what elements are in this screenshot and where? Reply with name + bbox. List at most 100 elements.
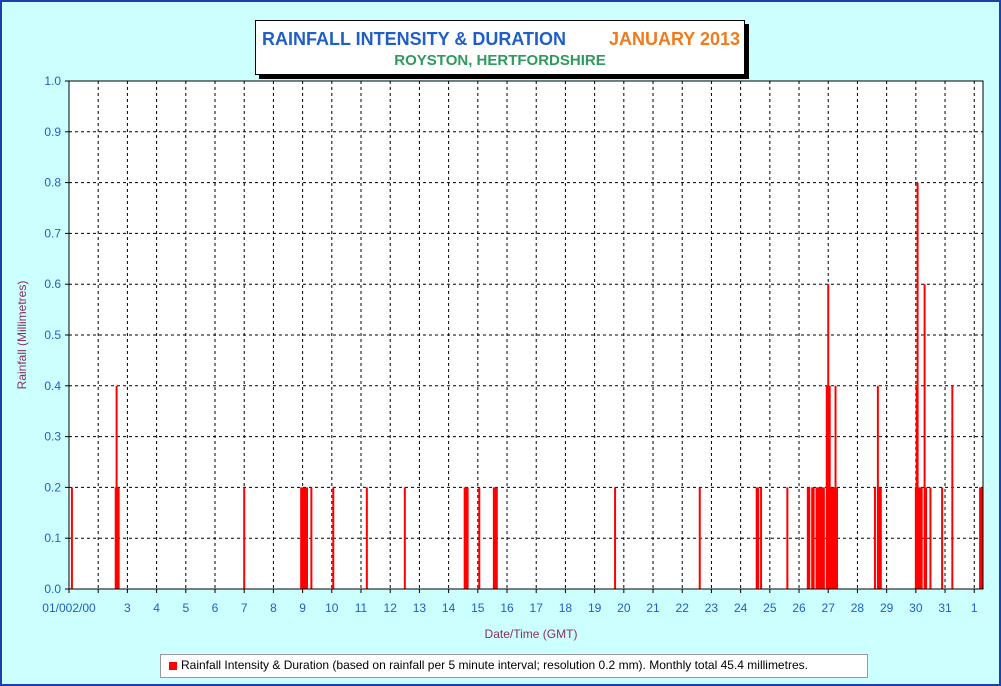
- y-tick-label: 0.3: [44, 430, 61, 444]
- rain-bar: [979, 487, 982, 589]
- x-tick-label: 30: [909, 601, 923, 615]
- rain-bar: [817, 487, 820, 589]
- rain-bar: [879, 487, 882, 589]
- x-tick-label: 12: [384, 601, 398, 615]
- y-tick-label: 0.7: [44, 226, 61, 240]
- rain-bar: [811, 487, 814, 589]
- rain-bar: [941, 487, 944, 589]
- rain-bar: [925, 487, 928, 589]
- rain-bar: [310, 487, 313, 589]
- rain-bar: [243, 487, 246, 589]
- x-tick-label: 13: [413, 601, 427, 615]
- rain-bar: [825, 385, 828, 589]
- rain-bar: [831, 487, 834, 589]
- y-tick-label: 0.2: [44, 480, 61, 494]
- y-tick-label: 0.0: [44, 582, 61, 596]
- rain-bar: [757, 487, 760, 589]
- rain-bar: [495, 487, 498, 589]
- rain-bar: [301, 487, 304, 589]
- rain-bar: [465, 487, 468, 589]
- x-tick-label: 3: [124, 601, 131, 615]
- y-tick-label: 0.1: [44, 531, 61, 545]
- y-tick-label: 0.9: [44, 125, 61, 139]
- rain-bar: [830, 487, 833, 589]
- rain-bar: [818, 487, 821, 589]
- legend: Rainfall Intensity & Duration (based on …: [160, 654, 868, 678]
- rain-bar: [760, 487, 763, 589]
- x-tick-label: 28: [851, 601, 865, 615]
- rain-bar: [478, 487, 481, 589]
- x-tick-label: 5: [182, 601, 189, 615]
- y-tick-label: 0.5: [44, 328, 61, 342]
- rain-bar: [815, 487, 818, 589]
- rain-bar: [463, 487, 466, 589]
- rain-bar: [614, 487, 617, 589]
- rain-bar: [827, 284, 830, 589]
- rain-bar: [466, 487, 469, 589]
- x-tick-label: 11: [355, 601, 368, 615]
- x-tick-label: 4: [153, 601, 160, 615]
- rain-bar: [304, 487, 307, 589]
- rain-bar: [365, 487, 368, 589]
- rain-bar: [116, 487, 119, 589]
- rain-bar: [332, 487, 335, 589]
- y-tick-label: 0.6: [44, 277, 61, 291]
- x-axis-label: Date/Time (GMT): [485, 627, 578, 641]
- rain-bar: [786, 487, 789, 589]
- x-tick-label: 23: [705, 601, 719, 615]
- x-tick-label: 29: [880, 601, 894, 615]
- rain-bar: [303, 487, 306, 589]
- x-tick-label: 9: [299, 601, 306, 615]
- rain-bar: [806, 487, 809, 589]
- y-tick-label: 1.0: [44, 74, 61, 88]
- x-tick-label: 19: [588, 601, 602, 615]
- rain-bar: [821, 487, 824, 589]
- rain-bar: [833, 487, 836, 589]
- rain-bar: [403, 487, 406, 589]
- rain-bar: [920, 487, 923, 589]
- x-tick-label: 31: [938, 601, 952, 615]
- y-tick-label: 0.8: [44, 176, 61, 190]
- rain-bar: [812, 487, 815, 589]
- x-tick-label: 1: [971, 601, 978, 615]
- rain-bar: [834, 385, 837, 589]
- x-tick-label: 10: [325, 601, 339, 615]
- bars: [70, 182, 983, 589]
- legend-swatch: [169, 662, 177, 670]
- rain-bar: [919, 487, 922, 589]
- rain-bar: [917, 487, 920, 589]
- x-tick-label: 25: [763, 601, 777, 615]
- rain-bar: [819, 487, 822, 589]
- rain-bar: [305, 487, 308, 589]
- rain-bar: [494, 487, 497, 589]
- rain-bar: [755, 487, 758, 589]
- rain-bar: [980, 487, 983, 589]
- y-ticks: 0.0 0.1 0.2 0.3 0.4 0.5 0.6 0.7 0.8 0.9 1.0: [44, 74, 69, 596]
- rain-bar: [70, 487, 73, 589]
- rain-bar: [878, 487, 881, 589]
- x-tick-label: 26: [792, 601, 806, 615]
- x-tick-label: 14: [442, 601, 456, 615]
- rain-bar: [828, 385, 831, 589]
- title-box: RAINFALL INTENSITY & DURATION JANUARY 20…: [255, 20, 745, 75]
- grid: [69, 81, 983, 589]
- x-tick-label: 20: [617, 601, 631, 615]
- x-tick-label: 21: [646, 601, 660, 615]
- rain-bar: [117, 487, 120, 589]
- rain-bar: [923, 284, 926, 589]
- rain-bar: [876, 385, 879, 589]
- x-tick-label: 7: [241, 601, 248, 615]
- legend-label: Rainfall Intensity & Duration (based on …: [181, 658, 808, 672]
- x-tick-label: 22: [676, 601, 690, 615]
- rain-bar: [492, 487, 495, 589]
- x-tick-label: 8: [270, 601, 277, 615]
- x-tick-label: 18: [559, 601, 573, 615]
- x-tick-label: 6: [212, 601, 219, 615]
- x-tick-label: 01/002/00: [42, 601, 96, 615]
- rain-bar: [300, 487, 303, 589]
- y-tick-label: 0.4: [44, 379, 61, 393]
- rain-bar: [835, 487, 838, 589]
- rain-bar: [698, 487, 701, 589]
- y-axis-label: Rainfall (Millimetres): [15, 281, 29, 390]
